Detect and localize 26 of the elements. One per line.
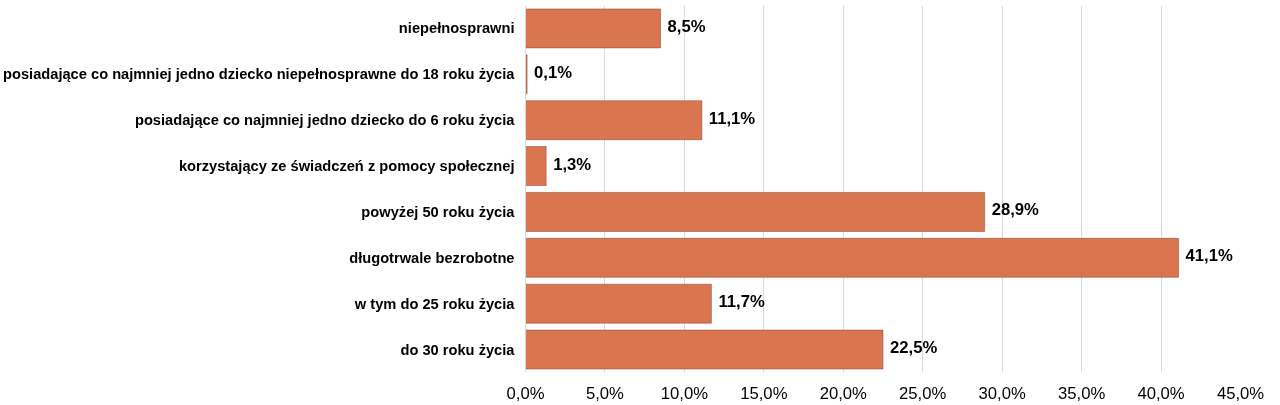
- x-tick-label: 0,0%: [506, 383, 545, 403]
- data-label: 28,9%: [991, 200, 1040, 220]
- data-label: 8,5%: [667, 16, 706, 36]
- data-label: 0,1%: [534, 62, 573, 82]
- x-tick-label: 5,0%: [585, 383, 625, 403]
- x-tick-label: 35,0%: [1058, 383, 1106, 403]
- x-tick-label: 45,0%: [1216, 383, 1265, 403]
- x-tick-label: 25,0%: [899, 383, 947, 403]
- data-label: 11,1%: [708, 108, 756, 128]
- x-tick-label: 40,0%: [1137, 383, 1185, 403]
- x-tick-label: 30,0%: [978, 383, 1026, 403]
- y-tick-label: korzystający ze świadczeń z pomocy społecznej: [178, 158, 515, 175]
- y-tick-label: do 30 roku życia: [400, 341, 516, 358]
- data-label: 41,1%: [1185, 246, 1233, 266]
- data-label: 22,5%: [890, 338, 938, 358]
- y-tick-label: długotrwale bezrobotne: [349, 249, 515, 266]
- x-tick-label: 20,0%: [819, 383, 868, 403]
- y-tick-label: posiadające co najmniej jedno dziecko niepełnosprawne do 18 roku życia: [3, 66, 516, 83]
- data-label: 1,3%: [553, 154, 592, 174]
- y-tick-label: niepełnosprawni: [398, 20, 515, 37]
- x-tick-label: 15,0%: [740, 383, 788, 403]
- y-tick-label: w tym do 25 roku życia: [353, 295, 516, 312]
- y-tick-label: powyżej 50 roku życia: [361, 203, 516, 220]
- y-tick-label: posiadające co najmniej jedno dziecko do 6 roku życia: [134, 112, 516, 129]
- data-label: 11,7%: [718, 292, 765, 312]
- x-tick-label: 10,0%: [660, 383, 709, 403]
